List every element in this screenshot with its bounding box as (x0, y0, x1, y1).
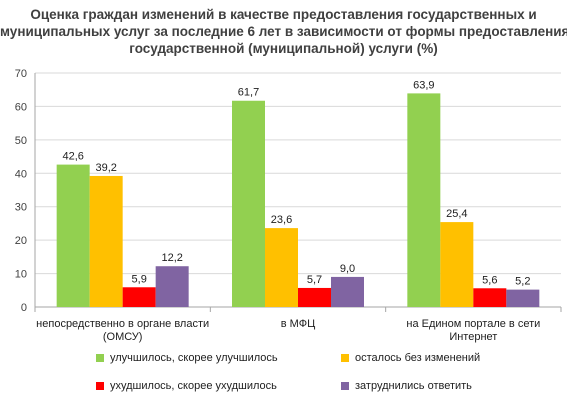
y-tick-label: 10 (15, 269, 27, 281)
x-tick-label: на Едином портале в сети (406, 318, 540, 330)
y-tick-label: 40 (15, 168, 27, 180)
data-label: 5,6 (482, 274, 497, 286)
bar (89, 175, 123, 307)
chart-title-line-3: государственной (муниципальной) услуги (… (129, 41, 438, 56)
bar (506, 289, 540, 307)
y-tick-label: 0 (21, 302, 27, 314)
x-tick-label: в МФЦ (281, 318, 315, 330)
data-label: 25,4 (446, 208, 467, 220)
chart-title-line-1: Оценка граждан изменений в качестве пред… (30, 7, 537, 22)
data-label: 23,6 (271, 214, 292, 226)
bar (122, 287, 156, 307)
data-label: 9,0 (340, 263, 355, 275)
bar (473, 288, 507, 307)
bar (56, 164, 90, 307)
data-label: 12,2 (161, 252, 182, 264)
bar (440, 222, 474, 307)
bar (155, 266, 189, 307)
x-tick-label: (ОМСУ) (103, 331, 143, 343)
bar (232, 100, 265, 307)
bar (298, 287, 331, 307)
y-tick-label: 70 (15, 68, 27, 80)
x-tick-label: Интернет (449, 331, 497, 343)
data-label: 5,7 (307, 274, 322, 286)
data-label: 42,6 (62, 151, 83, 163)
data-label: 5,2 (515, 276, 530, 288)
chart-title-line-2: муниципальных услуг за последние 6 лет в… (0, 24, 567, 39)
bar (407, 93, 441, 308)
chart-title: Оценка граждан изменений в качестве пред… (0, 6, 567, 57)
y-tick-label: 50 (15, 135, 27, 147)
data-label: 39,2 (95, 162, 116, 174)
bar (265, 228, 298, 307)
y-tick-label: 30 (15, 202, 27, 214)
bar (331, 276, 364, 307)
data-label: 63,9 (413, 79, 434, 91)
x-tick-label: непосредственно в органе власти (36, 318, 209, 330)
y-tick-label: 20 (15, 235, 27, 247)
y-tick-label: 60 (15, 101, 27, 113)
data-label: 61,7 (238, 87, 259, 99)
data-label: 5,9 (132, 273, 147, 285)
